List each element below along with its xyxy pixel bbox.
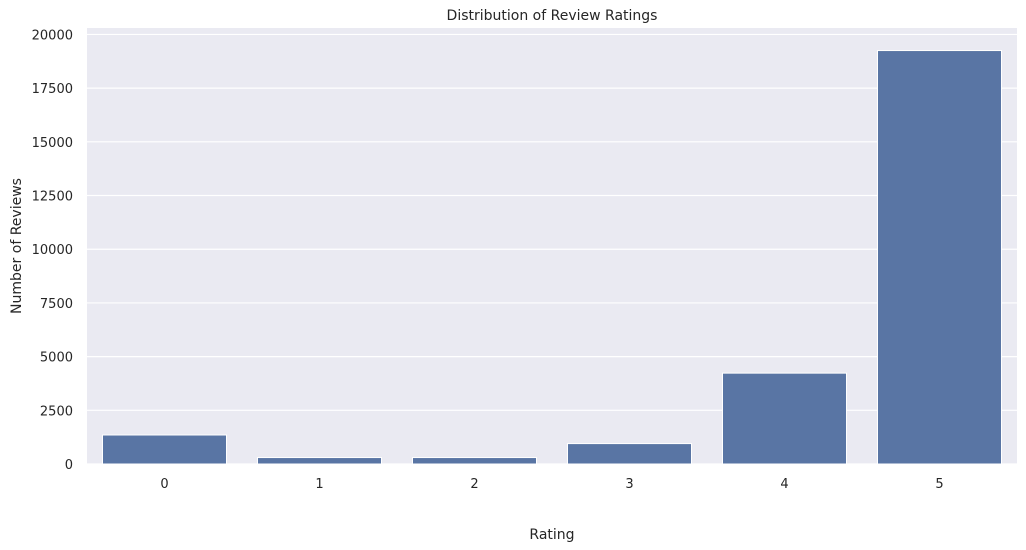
x-tick-label: 4 — [780, 477, 788, 492]
bar-rating-0 — [102, 434, 227, 465]
y-tick-label: 10000 — [32, 243, 73, 258]
y-tick-label: 2500 — [40, 404, 73, 419]
x-tick-labels: 0 1 2 3 4 5 — [160, 477, 943, 492]
bar-rating-2 — [412, 457, 537, 465]
bar-rating-5 — [877, 50, 1002, 465]
x-tick-label: 1 — [315, 477, 323, 492]
y-tick-label: 5000 — [40, 351, 73, 366]
grid-lines — [87, 33, 1017, 465]
y-tick-label: 20000 — [32, 28, 73, 43]
x-tick-label: 3 — [625, 477, 633, 492]
x-tick-label: 0 — [160, 477, 168, 492]
y-tick-label: 17500 — [32, 82, 73, 97]
bars — [102, 50, 1002, 465]
y-tick-labels: 0 2500 5000 7500 10000 12500 15000 17500 20000 — [32, 28, 73, 473]
bar-rating-4 — [722, 372, 847, 465]
x-tick-label: 5 — [935, 477, 943, 492]
y-tick-label: 12500 — [32, 190, 73, 205]
y-tick-label: 0 — [65, 458, 73, 473]
chart-title: Distribution of Review Ratings — [447, 8, 658, 24]
y-axis-label: Number of Reviews — [9, 178, 25, 314]
y-tick-label: 15000 — [32, 136, 73, 151]
x-axis-label: Rating — [529, 527, 574, 543]
bar-rating-3 — [567, 443, 692, 465]
y-tick-label: 7500 — [40, 297, 73, 312]
x-tick-label: 2 — [470, 477, 478, 492]
bar-rating-1 — [257, 457, 382, 465]
plot-area — [87, 28, 1017, 464]
